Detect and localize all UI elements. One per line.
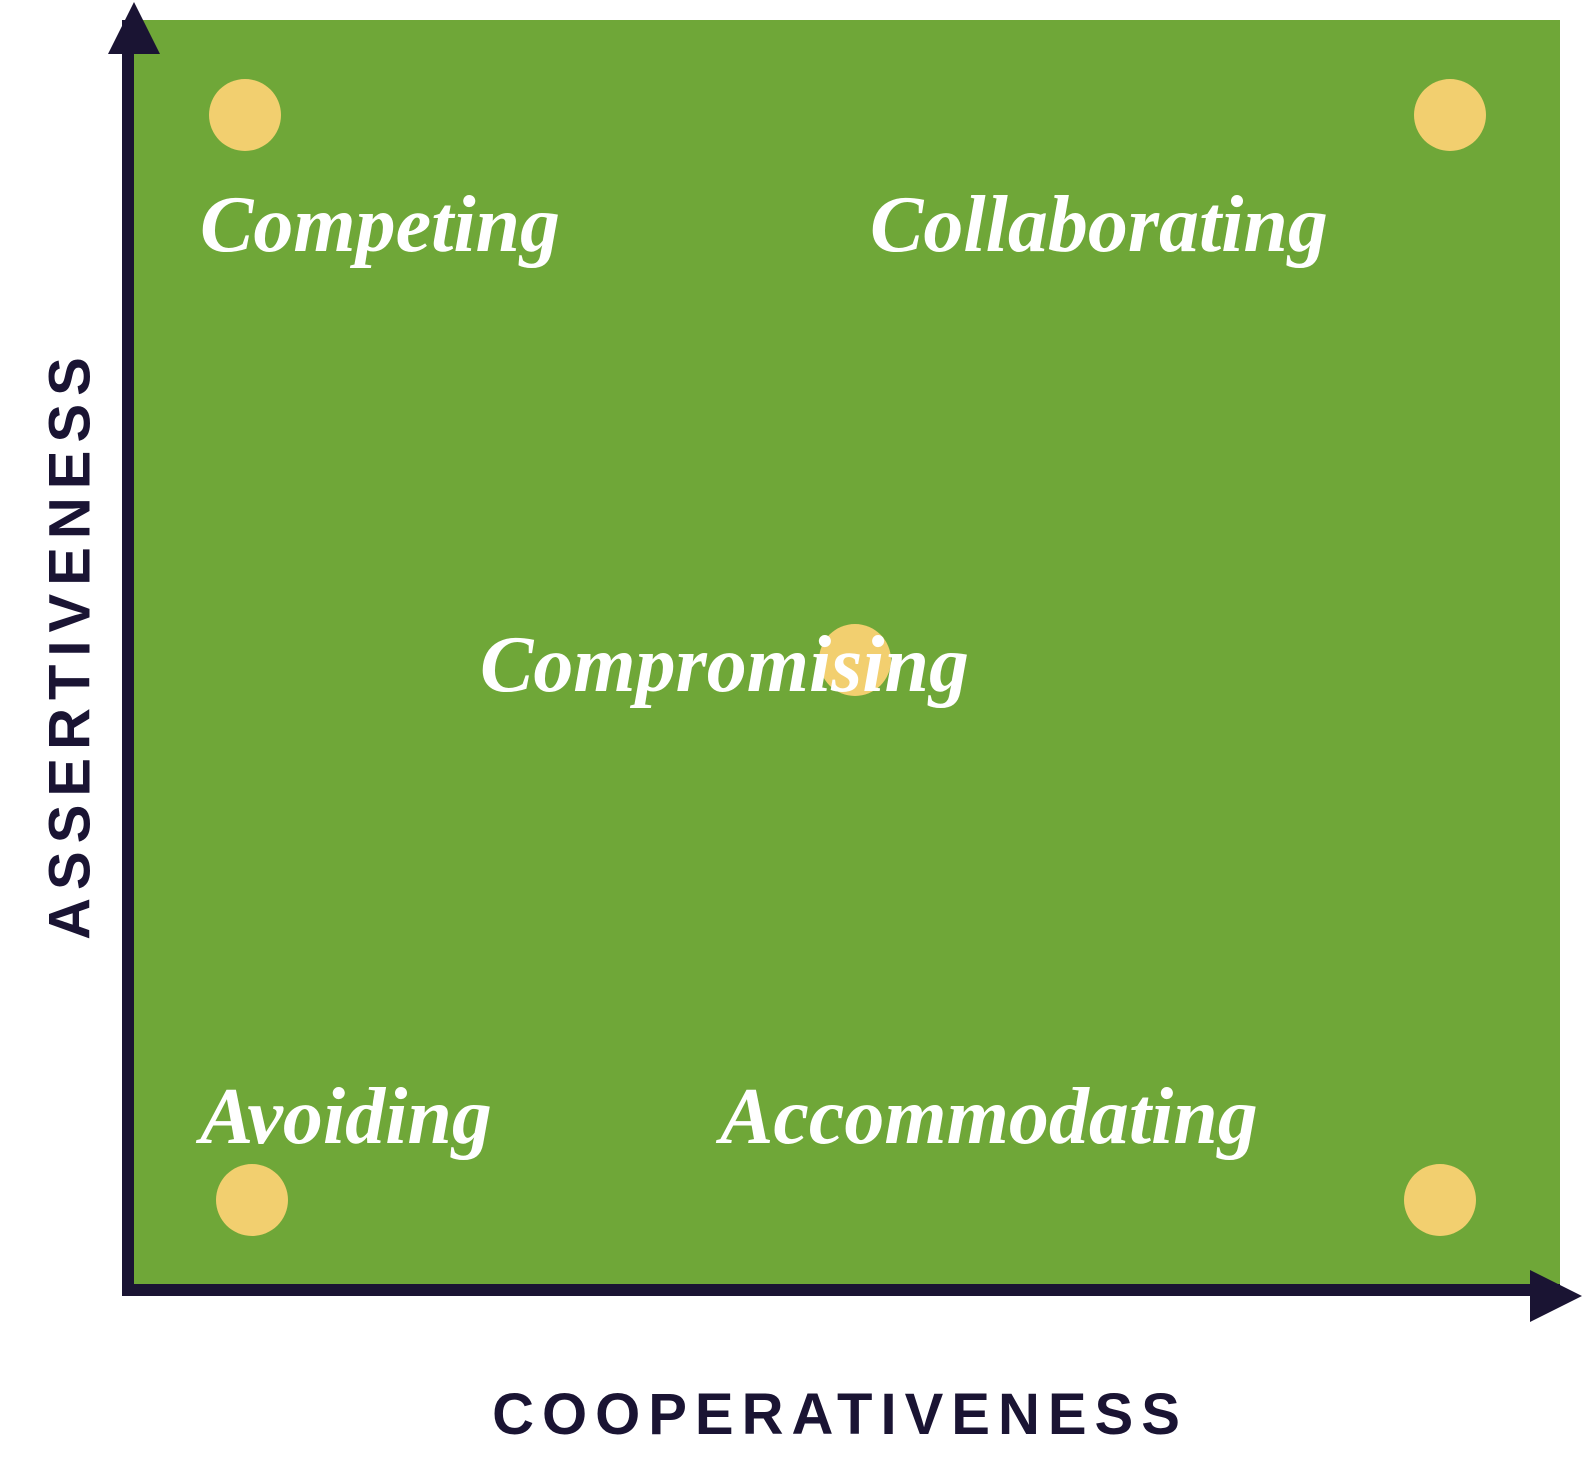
node-dot-competing xyxy=(209,79,281,151)
node-dot-collaborating xyxy=(1414,79,1486,151)
y-axis-label: ASSERTIVENESS xyxy=(37,195,104,1095)
node-label-avoiding: Avoiding xyxy=(200,1072,492,1163)
x-axis-label: COOPERATIVENESS xyxy=(240,1381,1440,1448)
node-dot-accommodating xyxy=(1404,1164,1476,1236)
node-label-competing: Competing xyxy=(200,180,560,271)
y-axis xyxy=(122,20,134,1296)
x-axis xyxy=(122,1284,1560,1296)
node-label-accommodating: Accommodating xyxy=(720,1072,1258,1163)
y-axis-arrow-icon xyxy=(108,2,160,54)
conflict-modes-chart: ASSERTIVENESS COOPERATIVENESS Competing … xyxy=(0,0,1590,1474)
x-axis-arrow-icon xyxy=(1530,1270,1582,1322)
node-label-collaborating: Collaborating xyxy=(870,180,1328,271)
node-dot-avoiding xyxy=(216,1164,288,1236)
node-label-compromising: Compromising xyxy=(480,620,969,711)
